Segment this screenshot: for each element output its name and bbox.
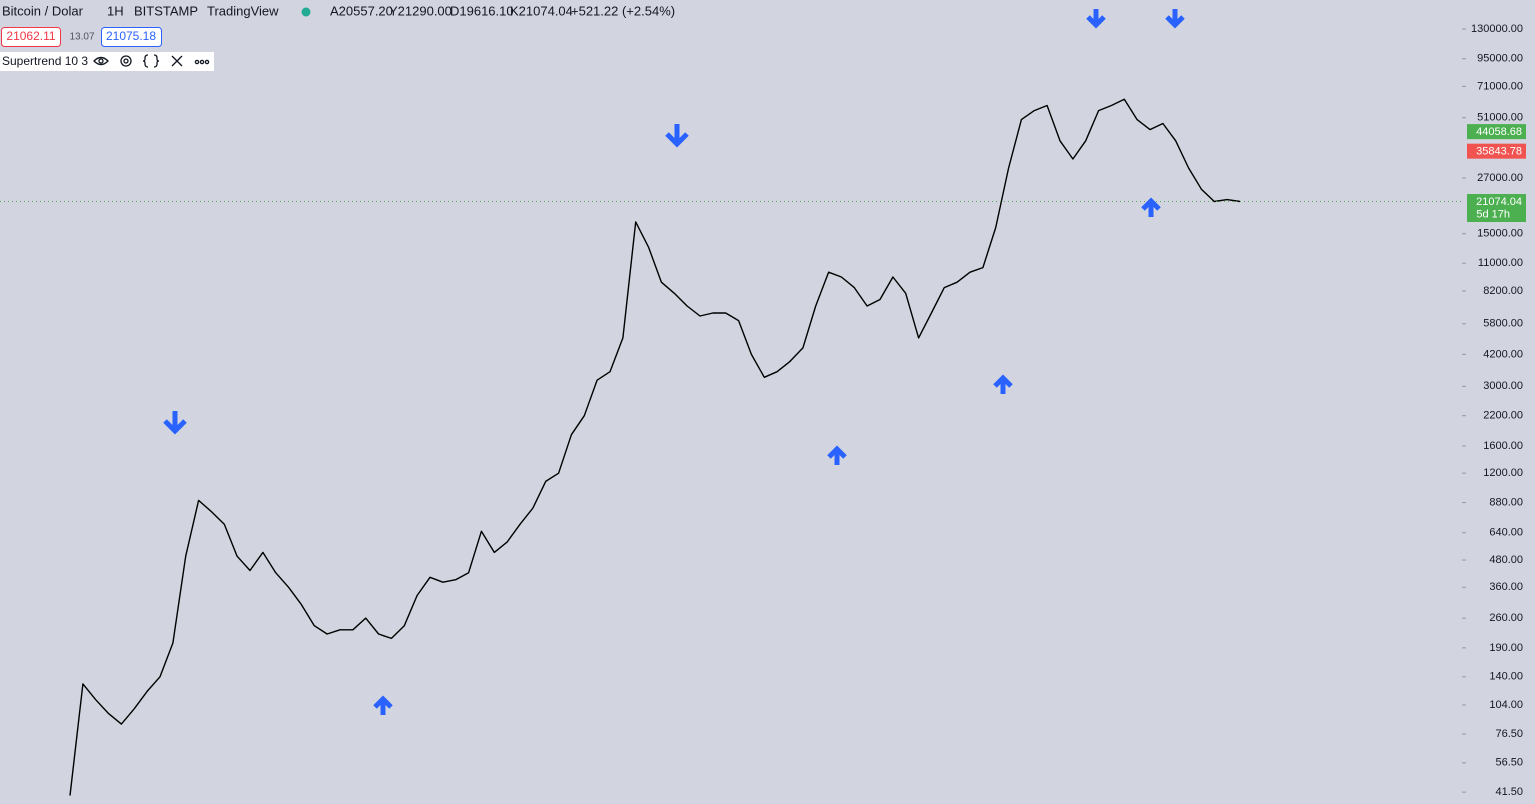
ohlc-high: Y21290.00 — [389, 3, 452, 18]
remove-icon[interactable] — [171, 55, 183, 67]
y-tick-label: 8200.00 — [1483, 285, 1523, 297]
ohlc-close: K21074.04 — [510, 3, 573, 18]
down-arrow — [1086, 9, 1106, 29]
spread: 13.07 — [69, 32, 94, 43]
y-tick-label: 41.50 — [1495, 786, 1523, 798]
indicator-icons — [93, 54, 210, 68]
down-arrow — [665, 124, 689, 148]
y-tick-label: 360.00 — [1489, 581, 1523, 593]
change: +521.22 (+2.54%) — [571, 3, 675, 18]
settings-icon[interactable] — [120, 55, 132, 67]
buy-button[interactable] — [101, 27, 162, 47]
interval[interactable]: 1H — [107, 3, 124, 18]
source: TradingView — [207, 3, 279, 18]
y-tick-label: 71000.00 — [1477, 80, 1523, 92]
up-arrow — [827, 445, 847, 465]
market-status[interactable] — [301, 7, 311, 17]
y-tick-label: 480.00 — [1489, 554, 1523, 566]
more-icon[interactable] — [194, 59, 200, 65]
y-tick-label: 11000.00 — [1478, 257, 1523, 269]
symbol[interactable]: Bitcoin / Dolar — [2, 3, 84, 18]
plot-area — [0, 98, 1462, 796]
arrows — [163, 9, 1185, 715]
y-tick-label: 2200.00 — [1483, 410, 1523, 422]
price-tag — [1467, 124, 1526, 140]
countdown-label: 5d 17h — [1476, 208, 1510, 220]
up-arrow — [1141, 197, 1161, 217]
y-tick-label: 15000.00 — [1477, 228, 1523, 240]
last-price-label: 21074.04 — [1476, 196, 1522, 208]
y-tick-label: 5800.00 — [1483, 318, 1523, 330]
y-tick-label: 140.00 — [1489, 671, 1523, 683]
y-tick-label: 56.50 — [1495, 757, 1523, 769]
y-tick-label: 4200.00 — [1483, 348, 1523, 360]
y-tick-label: 880.00 — [1489, 496, 1523, 508]
source-icon[interactable] — [142, 54, 160, 68]
sell-price: 21062.11 — [6, 29, 55, 43]
eye-pupil — [98, 58, 104, 64]
more-dot — [204, 59, 210, 65]
y-tick-label: 3000.00 — [1483, 380, 1523, 392]
y-tick-label: 640.00 — [1489, 527, 1523, 539]
y-tick-label: 95000.00 — [1477, 53, 1523, 65]
price-tag — [1467, 143, 1526, 159]
ohlc-low: D19616.10 — [450, 3, 514, 18]
y-tick-label: 1200.00 — [1483, 467, 1523, 479]
y-tick-label: 104.00 — [1489, 699, 1523, 711]
price-tag-label: 35843.78 — [1476, 146, 1522, 158]
price-tag-label: 44058.68 — [1476, 126, 1522, 138]
up-arrow — [373, 695, 393, 715]
settings-center — [123, 58, 129, 64]
price-axis: 41.50 56.50 76.50 104.00 140.00 190.00 260.00 3… — [1462, 23, 1526, 798]
down-arrow — [1165, 9, 1185, 29]
header: Bitcoin / Dolar 1H BITSTAMP TradingView … — [0, 3, 675, 71]
y-tick-label: 27000.00 — [1477, 172, 1523, 184]
y-tick-label: 130000.00 — [1471, 23, 1523, 35]
sell-button[interactable] — [1, 27, 61, 47]
buy-price: 21075.18 — [106, 29, 156, 43]
last-price-tag — [1467, 194, 1526, 223]
more-dot — [199, 59, 205, 65]
ohlc-open: A20557.20 — [330, 3, 393, 18]
y-tick-label: 190.00 — [1489, 642, 1523, 654]
eye-icon[interactable] — [93, 56, 109, 66]
down-arrow — [163, 411, 187, 435]
y-tick-label: 51000.00 — [1477, 112, 1523, 124]
exchange: BITSTAMP — [134, 3, 198, 18]
up-arrow — [993, 374, 1013, 394]
y-tick-label: 260.00 — [1489, 612, 1523, 624]
y-tick-label: 1600.00 — [1483, 440, 1523, 452]
price-line — [69, 98, 1241, 796]
y-tick-label: 76.50 — [1495, 728, 1523, 740]
indicator-name[interactable]: Supertrend 10 3 — [2, 54, 88, 68]
